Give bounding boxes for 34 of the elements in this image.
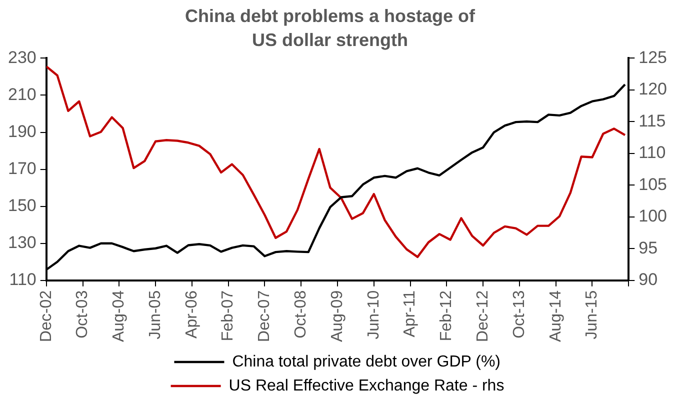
x-tick-label: Dec-07 xyxy=(256,290,274,342)
chart-title: China debt problems a hostage of US dollar strength xyxy=(184,5,476,52)
y2-tick-label: 105 xyxy=(638,174,668,194)
y2-tick-label: 95 xyxy=(638,238,658,258)
y-tick-label: 230 xyxy=(8,48,36,67)
x-tick-label: Jun-05 xyxy=(146,290,164,340)
x-tick-label: Feb-07 xyxy=(220,290,237,342)
y-tick-label: 190 xyxy=(8,122,36,141)
y-tick-label: 210 xyxy=(8,84,36,104)
x-tick-label: Aug-04 xyxy=(110,290,128,342)
x-tick-label: Jun-10 xyxy=(365,290,382,340)
y2-tick-label: 115 xyxy=(638,111,666,130)
y2-tick-label: 120 xyxy=(638,80,668,99)
x-tick-label: Oct-03 xyxy=(74,290,92,338)
x-tick-label: Dec-12 xyxy=(474,290,492,342)
x-tick-label: Apr-11 xyxy=(402,290,419,338)
legend-label: China total private debt over GDP (%) xyxy=(232,353,500,370)
legend-label: US Real Effective Exchange Rate - rhs xyxy=(228,377,504,394)
y2-tick-label: 100 xyxy=(638,206,668,226)
y-tick-label: 150 xyxy=(8,196,36,216)
x-tick-label: Feb-12 xyxy=(438,290,456,342)
x-tick-label: Dec-02 xyxy=(38,290,55,342)
x-tick-label: Jun-15 xyxy=(584,290,601,340)
x-tick-label: Apr-06 xyxy=(183,290,200,338)
x-tick-label: Aug-09 xyxy=(328,290,346,342)
y-tick-label: 130 xyxy=(8,233,36,252)
y2-tick-label: 90 xyxy=(638,270,658,290)
x-tick-label: Oct-13 xyxy=(510,290,528,338)
x-tick-label: Oct-08 xyxy=(292,290,310,338)
y-tick-label: 170 xyxy=(8,158,36,178)
y2-tick-label: 110 xyxy=(638,143,666,162)
y-tick-label: 110 xyxy=(9,270,36,290)
x-tick-label: Aug-14 xyxy=(547,290,564,342)
y2-tick-label: 125 xyxy=(638,48,668,67)
